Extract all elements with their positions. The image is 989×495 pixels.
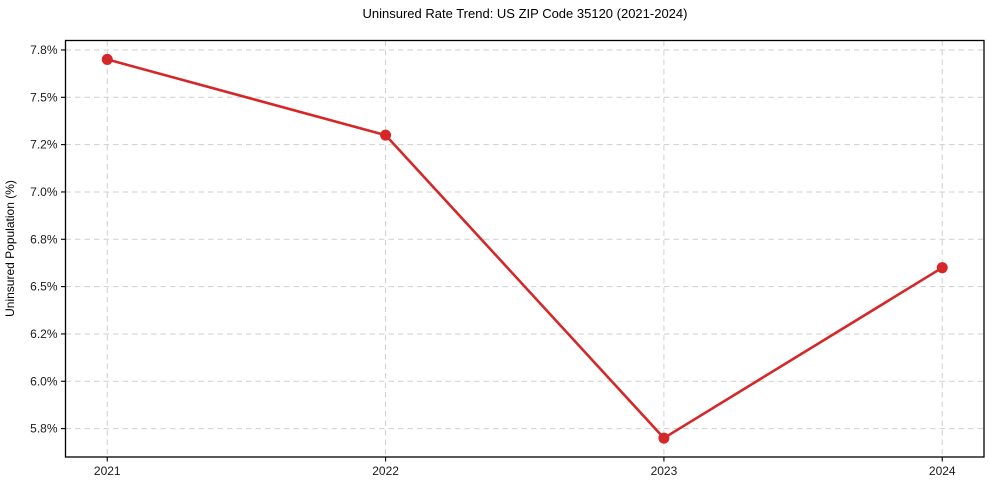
trend-line	[105, 58, 944, 440]
y-tick-label: 6.2%	[30, 327, 58, 341]
y-tick-label: 6.8%	[30, 232, 58, 246]
data-point-marker	[101, 53, 113, 65]
data-point-marker	[380, 129, 392, 141]
x-tick-label: 2022	[372, 464, 399, 478]
x-tick-label: 2021	[94, 464, 121, 478]
y-tick-label: 7.8%	[30, 43, 58, 57]
x-tick-label: 2024	[929, 464, 956, 478]
x-tick-label: 2023	[651, 464, 678, 478]
plot-border	[64, 39, 985, 458]
data-point-marker	[936, 262, 948, 274]
y-tick-label: 7.0%	[30, 185, 58, 199]
y-axis-title: Uninsured Population (%)	[3, 180, 17, 317]
y-tick-label: 5.8%	[30, 422, 58, 436]
y-tick-label: 7.5%	[30, 90, 58, 104]
y-tick-label: 6.5%	[30, 280, 58, 294]
y-tick-label: 6.0%	[30, 374, 58, 388]
data-point-marker	[658, 432, 670, 444]
y-tick-label: 7.2%	[30, 138, 58, 152]
chart-title: Uninsured Rate Trend: US ZIP Code 35120 …	[362, 6, 688, 21]
